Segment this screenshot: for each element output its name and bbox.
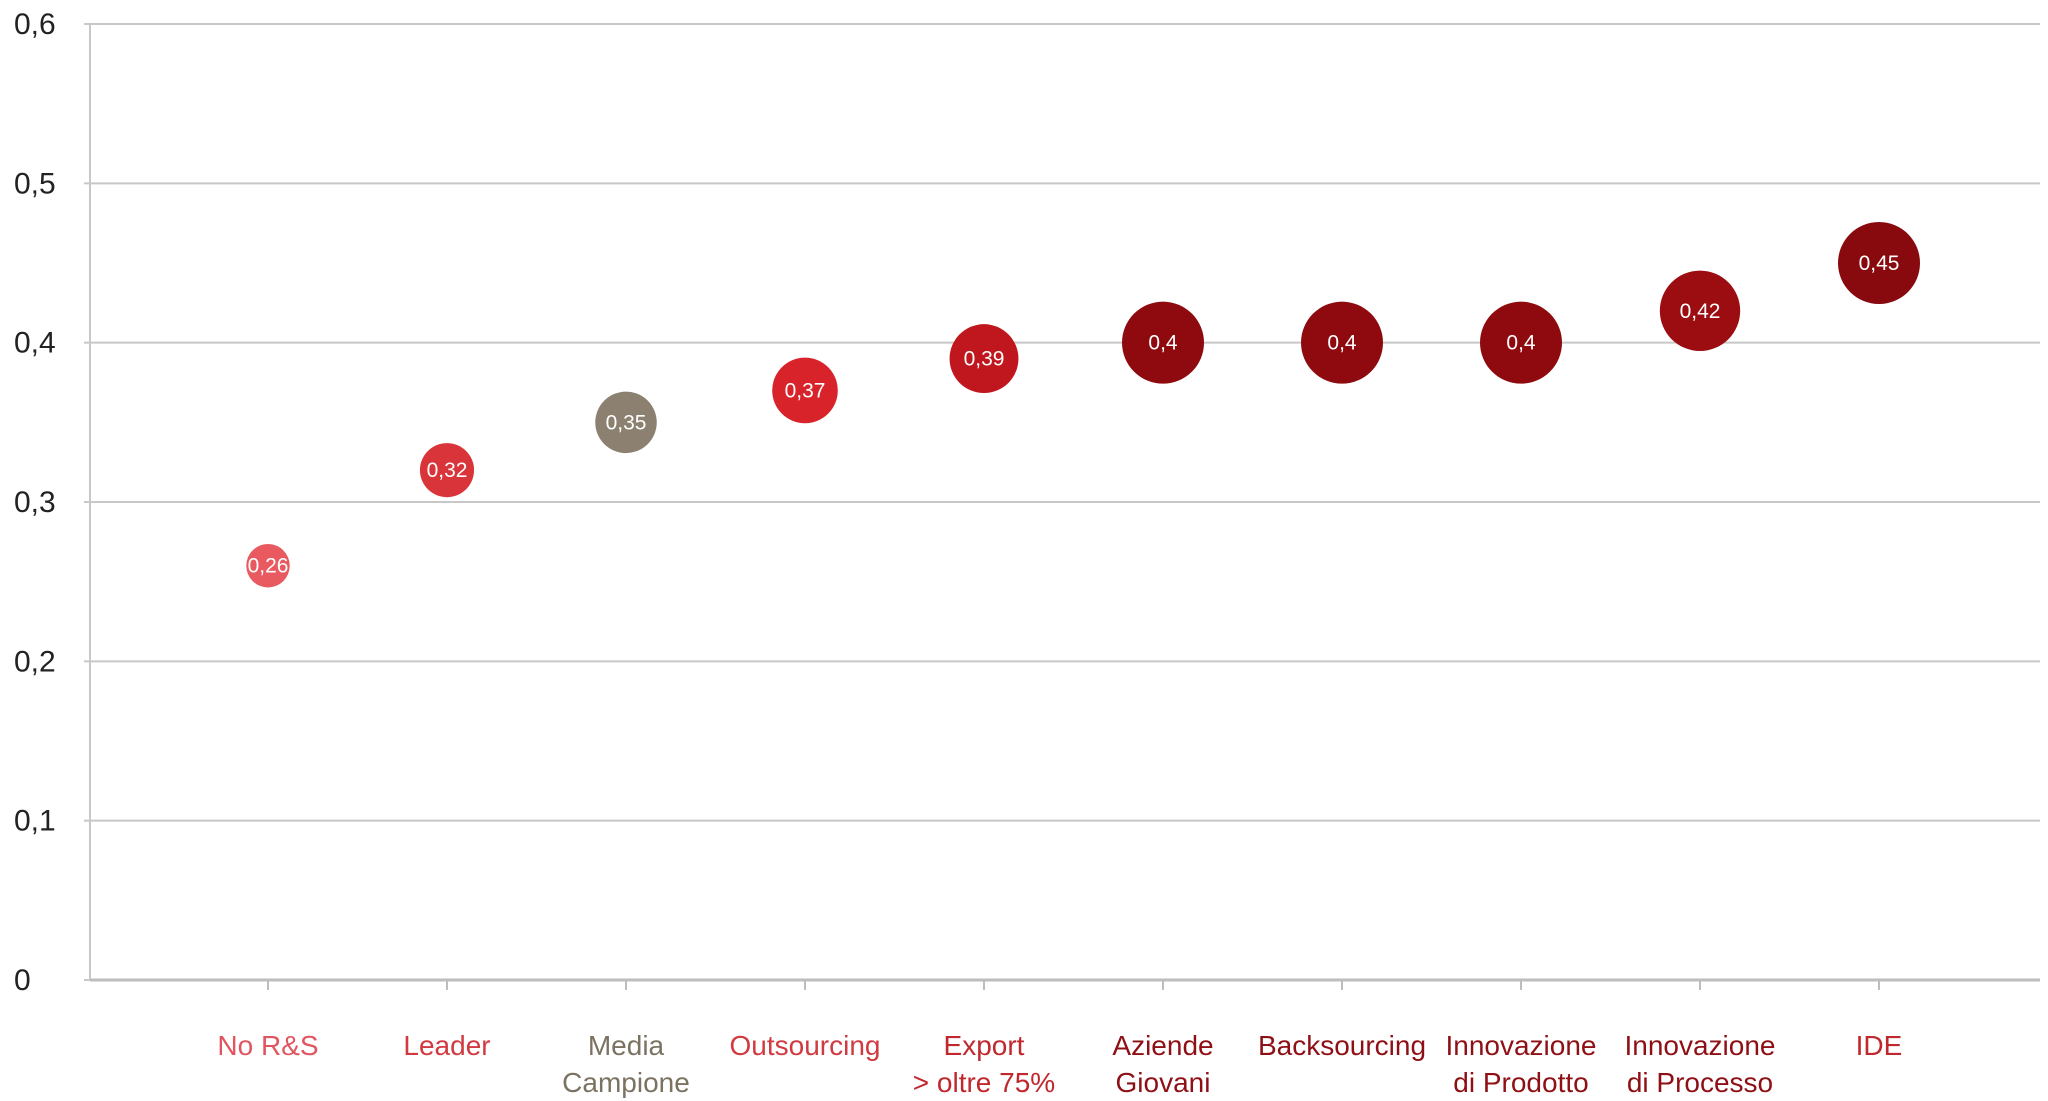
- data-bubble: [772, 357, 838, 424]
- data-label: 0,4: [1506, 332, 1536, 355]
- data-bubble: [419, 443, 475, 498]
- data-label: 0,45: [1859, 252, 1900, 275]
- data-bubble: [246, 544, 290, 588]
- data-label: 0,39: [964, 348, 1005, 371]
- x-category-label: Aziende: [1112, 1030, 1213, 1061]
- data-bubble: [1480, 301, 1562, 384]
- x-category-label: Giovani: [1116, 1067, 1211, 1098]
- y-tick-label: 0,3: [14, 486, 56, 519]
- bubbles: 0,26 0,32 0,35 0,37 0,39 0,4 0,4 0,4 0,42 0,45: [246, 222, 1920, 588]
- data-bubble: [1838, 222, 1920, 304]
- x-category-label: Export: [944, 1030, 1025, 1061]
- x-category-label: di Processo: [1627, 1067, 1773, 1098]
- data-label: 0,4: [1148, 332, 1178, 355]
- x-category-label: Backsourcing: [1258, 1030, 1426, 1061]
- data-label: 0,4: [1327, 332, 1357, 355]
- x-category-label: > oltre 75%: [913, 1067, 1055, 1098]
- category-labels: No R&S Leader Media Campione Outsourcing Expo…: [217, 1030, 1902, 1098]
- y-tick-label: 0,1: [14, 805, 56, 838]
- x-category-label: Leader: [403, 1030, 490, 1061]
- x-category-label: No R&S: [217, 1030, 318, 1061]
- data-bubble: [595, 391, 657, 454]
- x-category-label: Innovazione: [1624, 1030, 1775, 1061]
- y-tick-label: 0,6: [14, 8, 56, 41]
- data-label: 0,42: [1680, 300, 1721, 323]
- data-bubble: [1122, 301, 1204, 384]
- y-tick-label: 0,4: [14, 327, 56, 360]
- data-bubble: [949, 324, 1019, 394]
- axes: [84, 23, 2040, 990]
- x-category-label: di Prodotto: [1453, 1067, 1588, 1098]
- x-category-label: Outsourcing: [730, 1030, 881, 1061]
- x-category-label: Innovazione: [1445, 1030, 1596, 1061]
- data-label: 0,26: [248, 555, 289, 578]
- y-tick-label: 0,5: [14, 167, 56, 200]
- y-tick-label: 0: [14, 964, 31, 997]
- x-category-label: IDE: [1856, 1030, 1903, 1061]
- gridlines: [90, 23, 2040, 822]
- data-label: 0,35: [606, 411, 647, 434]
- y-tick-labels: 0 0,1 0,2 0,3 0,4 0,5 0,6: [14, 8, 56, 997]
- data-bubble: [1659, 270, 1741, 351]
- data-label: 0,37: [785, 379, 826, 402]
- y-tick-label: 0,2: [14, 645, 56, 678]
- x-category-label: Media: [588, 1030, 665, 1061]
- x-category-label: Campione: [562, 1067, 690, 1098]
- data-label: 0,32: [427, 459, 468, 482]
- data-bubble: [1301, 301, 1383, 384]
